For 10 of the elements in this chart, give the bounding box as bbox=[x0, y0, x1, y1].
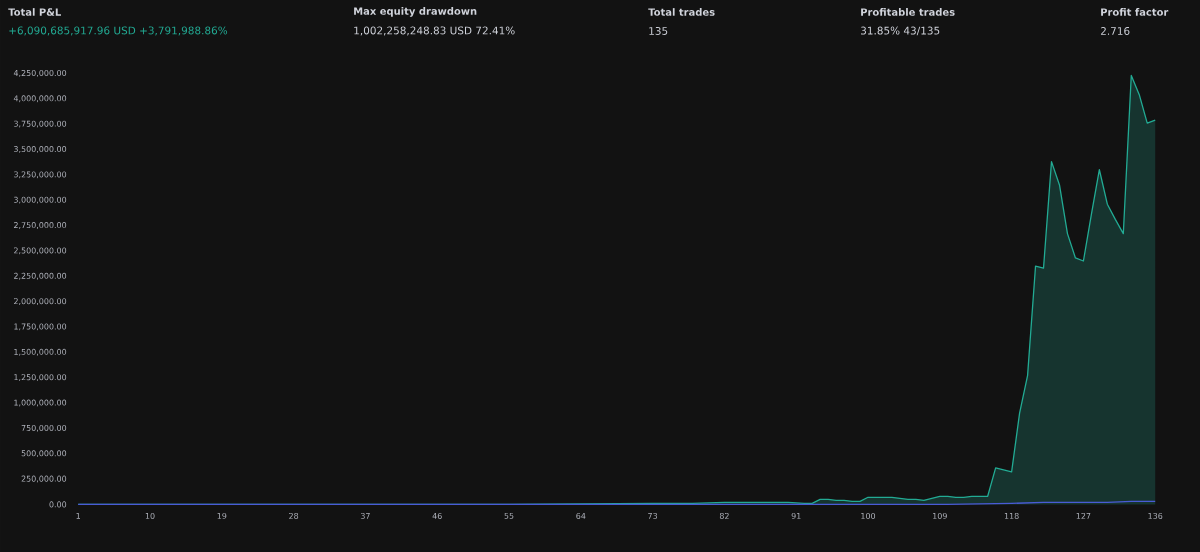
text: 1,002,258,248.83 USD 72.41% bbox=[354, 26, 515, 36]
text: Profit factor bbox=[1101, 8, 1169, 16]
text: 31.85% 43/135 bbox=[861, 26, 940, 36]
text: Max equity drawdown bbox=[354, 7, 477, 17]
text: 2.716 bbox=[1100, 27, 1130, 35]
text: Total P&L bbox=[8, 8, 61, 16]
text: Total trades bbox=[648, 8, 715, 16]
text: Profitable trades bbox=[861, 8, 955, 16]
text: 135 bbox=[649, 27, 668, 35]
text: +6,090,685,917.96 USD +3,791,988.86% bbox=[9, 26, 228, 36]
